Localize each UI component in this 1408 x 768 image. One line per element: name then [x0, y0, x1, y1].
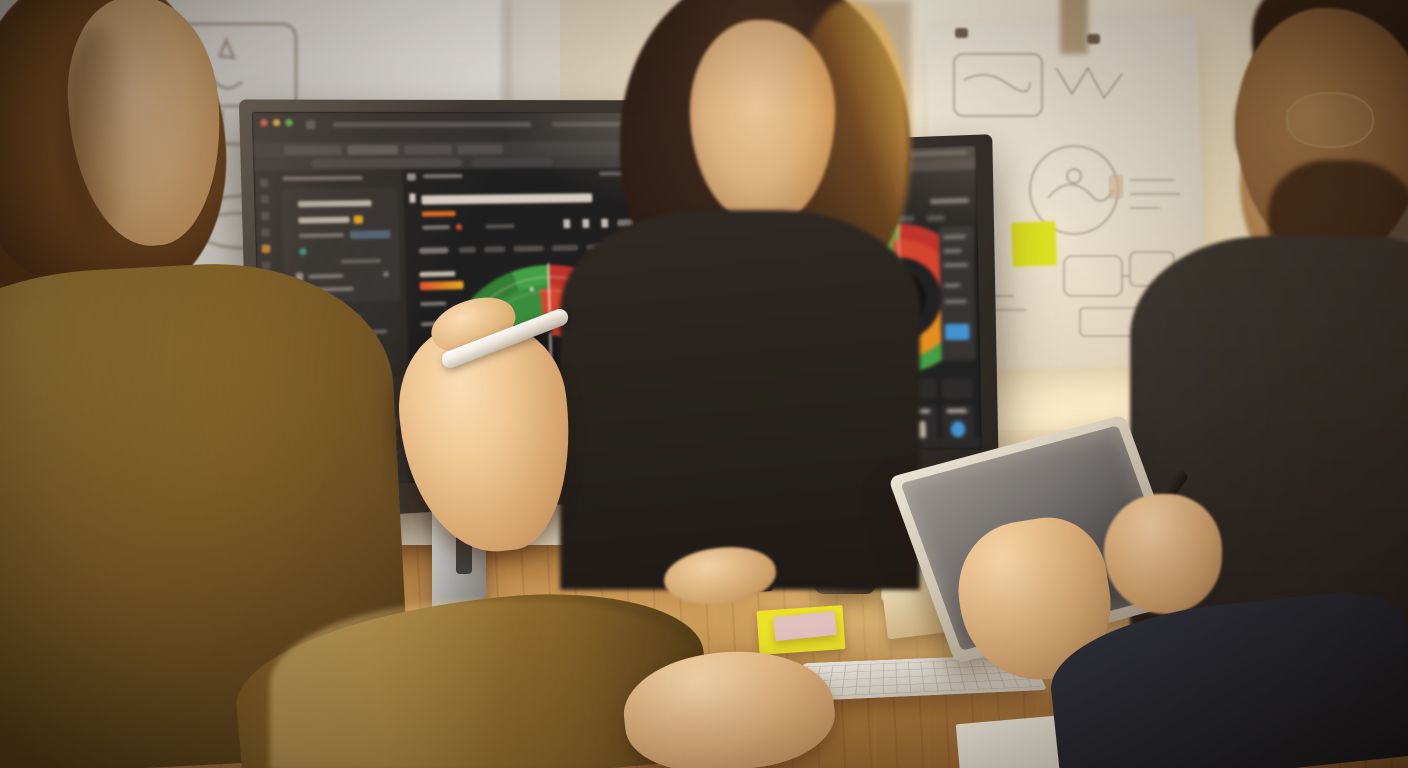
secondary-legend-2: [943, 262, 969, 268]
flipchart-clip-left: [955, 28, 968, 38]
url-input[interactable]: [311, 157, 463, 169]
rail-icon-debug[interactable]: [261, 244, 271, 254]
tab-analytics[interactable]: [347, 145, 399, 155]
sidebar-toggle-icon[interactable]: [305, 120, 316, 130]
tile-1-4-thumb: [950, 421, 966, 438]
secondary-legend-1: [943, 248, 962, 254]
secondary-toolbar-icons[interactable]: [930, 197, 969, 205]
share-icon[interactable]: [563, 219, 571, 229]
page-title-bullet: [409, 193, 416, 203]
panel-tab-icon[interactable]: [406, 173, 416, 181]
page-subtitle: [421, 211, 456, 217]
rail-icon-files[interactable]: [260, 211, 270, 221]
left-woman-face-shadow: [62, 26, 132, 236]
panel-tab-label[interactable]: [422, 173, 463, 179]
bookmark-bar[interactable]: [471, 157, 554, 167]
nav-tab-revenue[interactable]: [483, 246, 506, 253]
secondary-legend-4: [944, 299, 967, 304]
tile-1-4-label: [946, 408, 967, 414]
live-dot-icon: [455, 223, 462, 231]
nav-tab-engagement[interactable]: [513, 245, 545, 252]
tab-overview[interactable]: [283, 145, 342, 156]
secondary-legend-0: [943, 234, 966, 240]
browser-chrome: [251, 111, 647, 143]
secondary-status-items: [911, 150, 969, 157]
secondary-legend-3: [944, 283, 961, 288]
menu-bar[interactable]: [332, 121, 532, 128]
center-woman-torso: [560, 210, 920, 590]
project-label: [298, 216, 350, 224]
close-icon[interactable]: [260, 119, 268, 127]
project-badge-icon: [353, 215, 363, 224]
rail-icon-search[interactable]: [260, 195, 269, 204]
left-woman-arm-highlight: [270, 600, 700, 768]
nav-tab-retention[interactable]: [551, 244, 579, 252]
download-icon[interactable]: [582, 218, 590, 228]
sidebar-breadcrumb: [282, 175, 363, 181]
secondary-side-panel: [938, 226, 977, 361]
secondary-cta-button[interactable]: [944, 323, 970, 341]
tile-0-4[interactable]: [941, 378, 973, 399]
glasses-icon-right-man: [1286, 92, 1374, 148]
tab-reports[interactable]: [404, 144, 452, 155]
chevron-down-icon[interactable]: [383, 271, 389, 277]
stylus-hand: [1104, 494, 1222, 614]
sidebar-hint: [340, 258, 382, 264]
nav-tab-users[interactable]: [458, 246, 477, 254]
sticky-note-flipchart: [1011, 221, 1057, 267]
date-range[interactable]: [485, 224, 515, 229]
page-title: [421, 193, 593, 205]
maximize-icon[interactable]: [285, 119, 293, 127]
workspace-label: [297, 200, 372, 208]
minimize-icon[interactable]: [272, 119, 281, 127]
filter-icon[interactable]: [601, 218, 609, 228]
nav-tab-summary[interactable]: [418, 247, 449, 254]
sidebar-meta: [298, 233, 345, 238]
search-input[interactable]: [349, 230, 391, 240]
secondary-nav-3[interactable]: [926, 214, 945, 222]
status-dot-icon: [299, 248, 307, 256]
rail-icon-git[interactable]: [261, 228, 270, 237]
filter-label[interactable]: [422, 225, 451, 230]
tab-segments[interactable]: [457, 144, 503, 154]
rail-icon-home[interactable]: [259, 178, 269, 188]
folder-label: [308, 273, 344, 279]
